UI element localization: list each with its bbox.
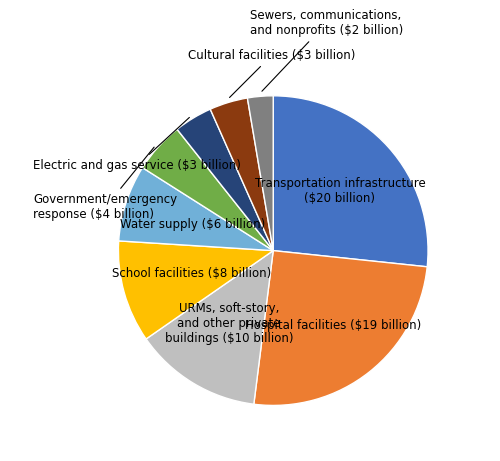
Wedge shape (210, 98, 273, 251)
Text: Transportation infrastructure
($20 billion): Transportation infrastructure ($20 billi… (254, 177, 426, 205)
Text: Sewers, communications,
and nonprofits ($2 billion): Sewers, communications, and nonprofits (… (250, 9, 403, 91)
Text: URMs, soft-story,
and other private
buildings ($10 billion): URMs, soft-story, and other private buil… (165, 302, 294, 345)
Wedge shape (273, 96, 428, 267)
Wedge shape (248, 96, 273, 251)
Text: Hospital facilities ($19 billion): Hospital facilities ($19 billion) (244, 319, 421, 332)
Text: Government/emergency
response ($4 billion): Government/emergency response ($4 billio… (34, 147, 178, 221)
Wedge shape (254, 251, 427, 405)
Text: School facilities ($8 billion): School facilities ($8 billion) (112, 267, 271, 280)
Wedge shape (146, 251, 273, 404)
Wedge shape (118, 168, 273, 251)
Text: Cultural facilities ($3 billion): Cultural facilities ($3 billion) (188, 49, 356, 97)
Wedge shape (142, 129, 273, 251)
Wedge shape (118, 241, 273, 339)
Text: Water supply ($6 billion): Water supply ($6 billion) (120, 218, 265, 231)
Wedge shape (177, 109, 273, 251)
Text: Electric and gas service ($3 billion): Electric and gas service ($3 billion) (34, 118, 241, 172)
